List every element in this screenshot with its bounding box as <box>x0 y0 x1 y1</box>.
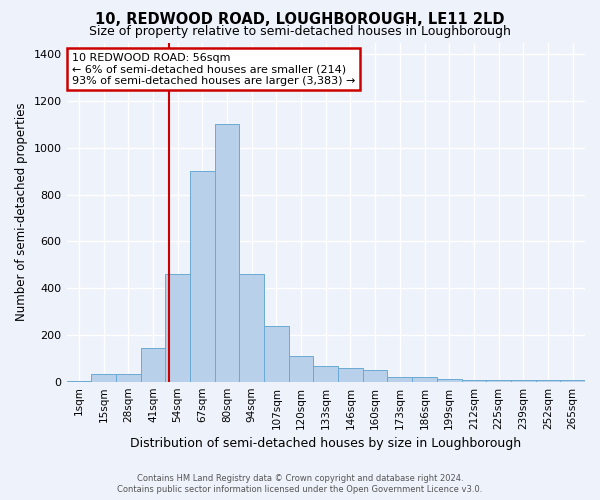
Bar <box>116 374 140 382</box>
Text: 10 REDWOOD ROAD: 56sqm
← 6% of semi-detached houses are smaller (214)
93% of sem: 10 REDWOOD ROAD: 56sqm ← 6% of semi-deta… <box>72 52 355 86</box>
Bar <box>363 370 388 382</box>
Bar <box>560 380 585 382</box>
Bar <box>388 377 412 382</box>
Bar <box>264 326 289 382</box>
Bar <box>165 274 190 382</box>
X-axis label: Distribution of semi-detached houses by size in Loughborough: Distribution of semi-detached houses by … <box>130 437 521 450</box>
Bar <box>437 380 461 382</box>
Bar <box>412 378 437 382</box>
Text: Contains HM Land Registry data © Crown copyright and database right 2024.
Contai: Contains HM Land Registry data © Crown c… <box>118 474 482 494</box>
Text: 10, REDWOOD ROAD, LOUGHBOROUGH, LE11 2LD: 10, REDWOOD ROAD, LOUGHBOROUGH, LE11 2LD <box>95 12 505 28</box>
Text: Size of property relative to semi-detached houses in Loughborough: Size of property relative to semi-detach… <box>89 25 511 38</box>
Bar <box>140 348 165 382</box>
Bar <box>67 380 91 382</box>
Bar <box>486 380 511 382</box>
Bar <box>461 380 486 382</box>
Bar <box>313 366 338 382</box>
Bar <box>289 356 313 382</box>
Bar <box>215 124 239 382</box>
Bar <box>511 380 536 382</box>
Bar <box>338 368 363 382</box>
Bar <box>190 171 215 382</box>
Bar <box>536 380 560 382</box>
Bar <box>91 374 116 382</box>
Bar <box>239 274 264 382</box>
Y-axis label: Number of semi-detached properties: Number of semi-detached properties <box>15 103 28 322</box>
